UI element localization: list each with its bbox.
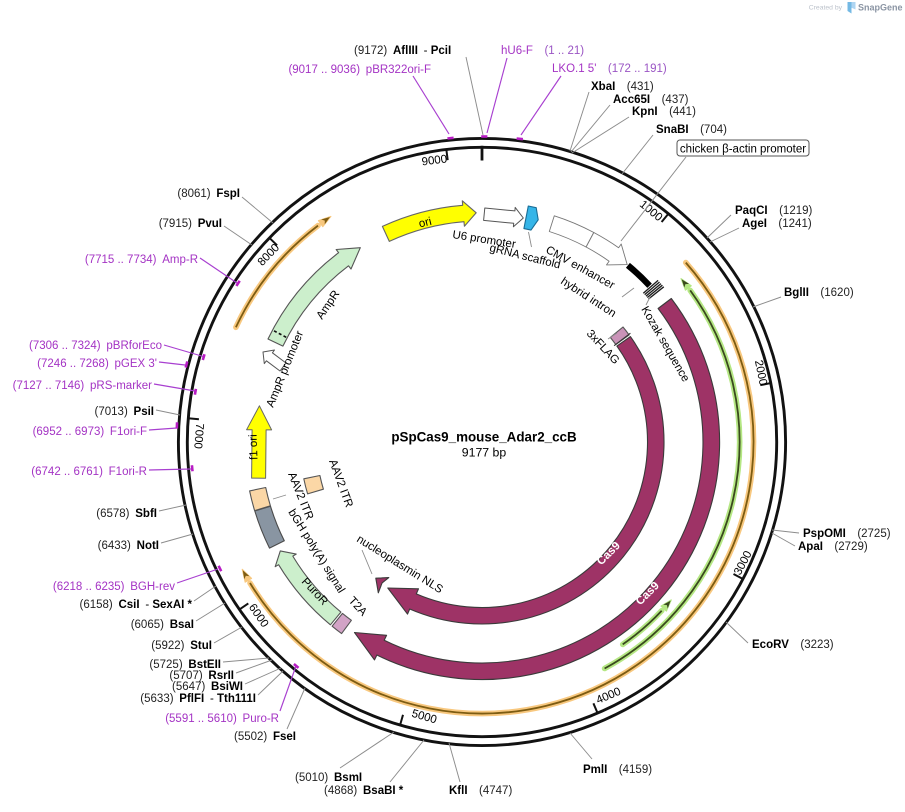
svg-text:XbaI (431): XbaI (431) <box>591 81 654 93</box>
svg-text:SnapGene: SnapGene <box>858 3 903 13</box>
svg-text:PaqCI (1219): PaqCI (1219) <box>735 205 813 217</box>
svg-text:(6433) NotI: (6433) NotI <box>98 540 159 552</box>
svg-text:(7013) PsiI: (7013) PsiI <box>95 406 154 418</box>
svg-text:hU6-F (1 .. 21): hU6-F (1 .. 21) <box>501 45 584 57</box>
svg-text:(5010) BsmI: (5010) BsmI <box>295 772 362 784</box>
svg-text:7000: 7000 <box>191 423 205 449</box>
svg-text:(5591 .. 5610) Puro-R: (5591 .. 5610) Puro-R <box>165 713 279 725</box>
svg-text:BglII (1620): BglII (1620) <box>784 287 854 299</box>
svg-text:(5922) StuI: (5922) StuI <box>151 640 212 652</box>
svg-text:(6952 .. 6973) F1ori-F: (6952 .. 6973) F1ori-F <box>33 426 147 438</box>
svg-text:9177 bp: 9177 bp <box>462 446 507 460</box>
svg-text:(4868) BsaBI *: (4868) BsaBI * <box>324 785 404 797</box>
svg-text:(7715 .. 7734) Amp-R: (7715 .. 7734) Amp-R <box>85 254 198 266</box>
svg-text:(7915) PvuI: (7915) PvuI <box>159 218 222 230</box>
svg-text:(6578) SbfI: (6578) SbfI <box>96 508 157 520</box>
svg-text:(6158) CsiI - SexAI *: (6158) CsiI - SexAI * <box>79 599 192 611</box>
svg-text:(9017 .. 9036) pBR322ori-F: (9017 .. 9036) pBR322ori-F <box>288 64 431 76</box>
svg-text:(6742 .. 6761) F1ori-R: (6742 .. 6761) F1ori-R <box>31 466 147 478</box>
svg-text:(8061) FspI: (8061) FspI <box>177 188 240 200</box>
svg-text:EcoRV (3223): EcoRV (3223) <box>752 639 834 651</box>
svg-text:(5725) BstEII: (5725) BstEII <box>149 659 221 671</box>
svg-text:KflI (4747): KflI (4747) <box>449 785 512 797</box>
svg-text:PmlI (4159): PmlI (4159) <box>583 764 652 776</box>
svg-text:pSpCas9_mouse_Adar2_ccB: pSpCas9_mouse_Adar2_ccB <box>391 430 577 445</box>
svg-text:ApaI (2729): ApaI (2729) <box>798 541 868 553</box>
svg-text:(6218 .. 6235) BGH-rev: (6218 .. 6235) BGH-rev <box>53 581 175 593</box>
svg-text:AgeI (1241): AgeI (1241) <box>742 218 812 230</box>
svg-text:(5633) PflFI - Tth111I: (5633) PflFI - Tth111I <box>140 693 256 705</box>
svg-text:Acc65I (437): Acc65I (437) <box>613 94 689 106</box>
svg-text:(7127 .. 7146) pRS-marker: (7127 .. 7146) pRS-marker <box>13 380 153 392</box>
svg-text:(7306 .. 7324) pBRforEco: (7306 .. 7324) pBRforEco <box>29 340 162 352</box>
svg-text:(7246 .. 7268) pGEX 3': (7246 .. 7268) pGEX 3' <box>37 358 157 370</box>
svg-text:chicken β-actin promoter: chicken β-actin promoter <box>680 144 806 156</box>
svg-text:LKO.1 5' (172 .. 191): LKO.1 5' (172 .. 191) <box>552 63 667 75</box>
svg-text:f1 ori: f1 ori <box>248 434 261 460</box>
svg-text:(9172) AflIII - PciI: (9172) AflIII - PciI <box>354 45 451 57</box>
svg-text:(5647) BsiWI: (5647) BsiWI <box>172 681 243 693</box>
svg-text:(6065) BsaI: (6065) BsaI <box>131 619 194 631</box>
svg-text:KpnI (441): KpnI (441) <box>632 106 696 118</box>
svg-text:Created by: Created by <box>809 5 843 12</box>
svg-text:SnaBI (704): SnaBI (704) <box>656 124 727 136</box>
svg-text:(5707) RsrII: (5707) RsrII <box>169 670 234 682</box>
svg-text:(5502) FseI: (5502) FseI <box>234 731 296 743</box>
svg-text:PspOMI (2725): PspOMI (2725) <box>803 528 891 540</box>
